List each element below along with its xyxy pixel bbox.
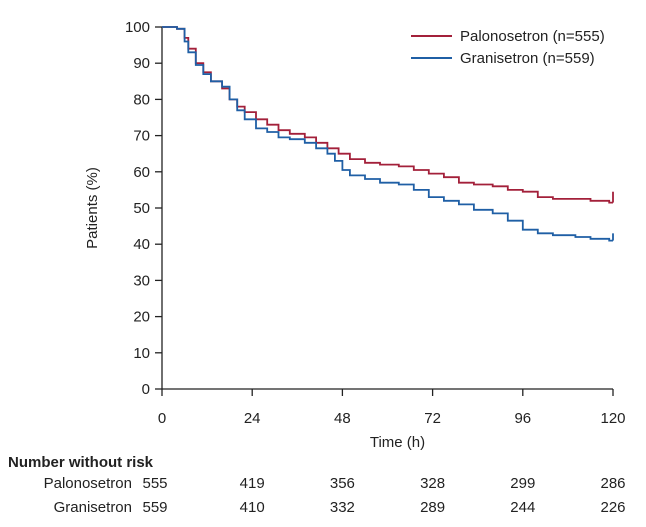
series-line-2 [162,26,613,242]
risk-value: 226 [600,499,625,516]
y-tick-label: 20 [133,309,150,326]
legend-label-1: Palonosetron (n=555) [460,28,605,45]
y-tick-label: 60 [133,164,150,181]
y-tick-label: 30 [133,272,150,289]
y-tick-label: 40 [133,236,150,253]
risk-value: 559 [142,499,167,516]
risk-value: 332 [330,499,355,516]
curves [162,26,614,242]
x-tick-label: 96 [514,410,531,427]
axes: 0 10 20 30 40 50 60 70 80 90 100 0 24 48 72 96 120 Time (… [84,19,626,451]
x-tick-label: 120 [600,410,625,427]
legend: Palonosetron (n=555) Granisetron (n=559) [411,28,605,67]
risk-row-label: Palonosetron [44,475,132,492]
y-tick-label: 50 [133,200,150,217]
y-tick-label: 90 [133,55,150,72]
x-axis-title: Time (h) [370,434,425,451]
x-tick-label: 48 [334,410,351,427]
risk-value: 356 [330,475,355,492]
x-tick-label: 24 [244,410,261,427]
risk-table-title: Number without risk [8,454,154,471]
risk-value: 555 [142,475,167,492]
x-tick-label: 0 [158,410,166,427]
risk-value: 286 [600,475,625,492]
risk-value: 244 [510,499,535,516]
risk-value: 410 [240,499,265,516]
y-tick-label: 80 [133,91,150,108]
risk-value: 328 [420,475,445,492]
risk-row-label: Granisetron [54,499,132,516]
legend-label-2: Granisetron (n=559) [460,50,595,67]
y-axis-title: Patients (%) [84,167,101,249]
y-tick-label: 10 [133,345,150,362]
number-without-risk-table: Number without risk Palonosetron 555 419 356… [8,454,626,516]
y-tick-label: 70 [133,128,150,145]
x-tick-label: 72 [424,410,441,427]
y-tick-label: 0 [142,381,150,398]
risk-value: 289 [420,499,445,516]
y-tick-label: 100 [125,19,150,36]
risk-value: 419 [240,475,265,492]
risk-value: 299 [510,475,535,492]
